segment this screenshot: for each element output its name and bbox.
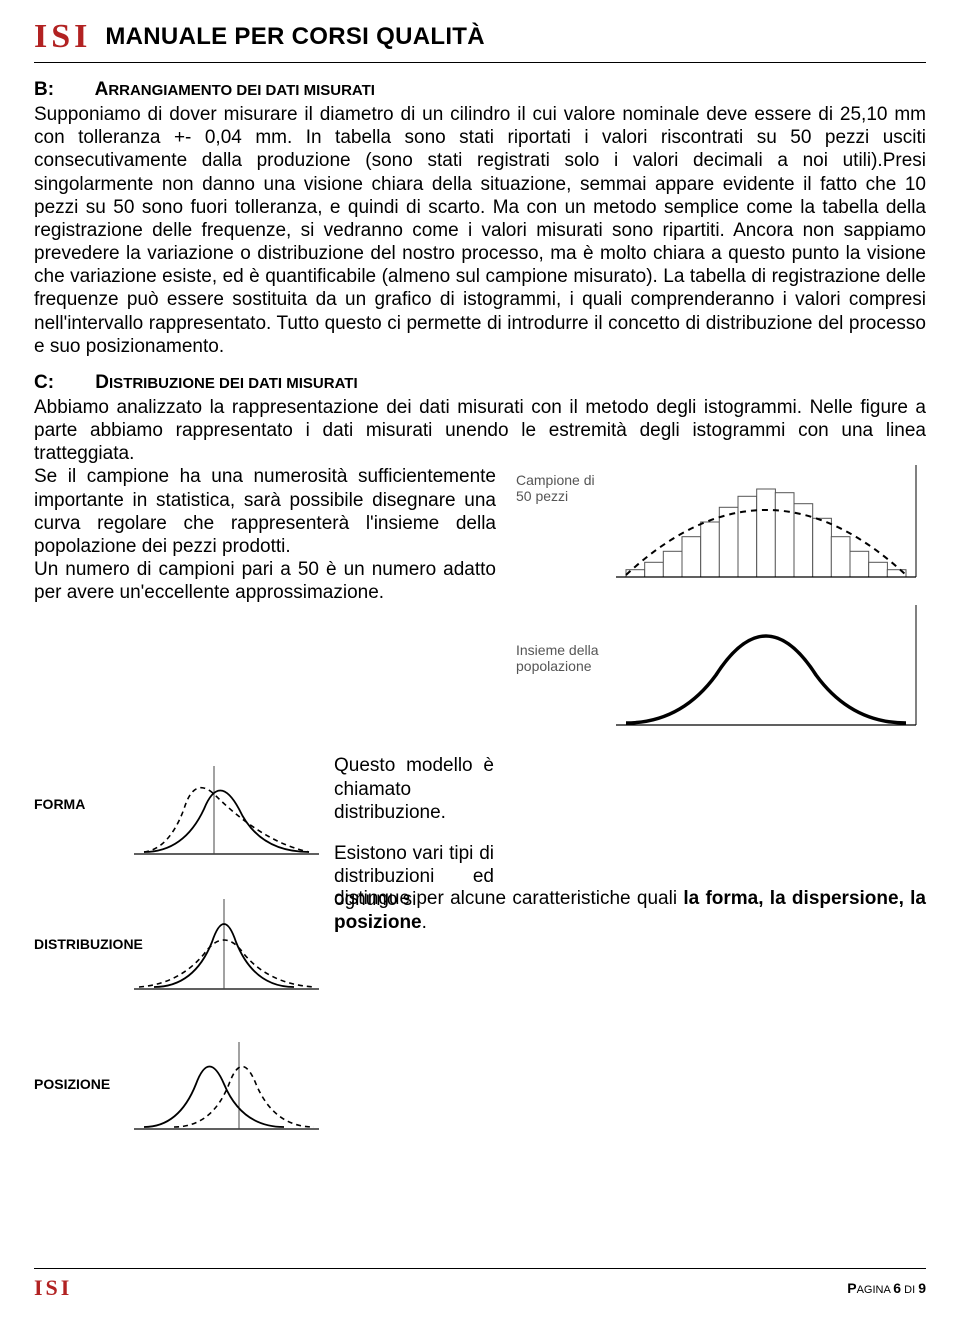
fig-label-top-2: 50 pezzi [516, 488, 568, 504]
population-curve [626, 636, 906, 723]
section-c-para1: Abbiamo analizzato la rappresentazione d… [34, 396, 926, 466]
page-total: 9 [918, 1280, 926, 1296]
header-rule [34, 62, 926, 63]
section-b-heading-lead: A [95, 79, 109, 100]
distribution-figure: Campione di 50 pezzi Insieme della popol… [506, 465, 926, 750]
histogram-bar [775, 493, 794, 577]
forma-curve-solid [144, 791, 309, 853]
run-on-end: . [422, 912, 427, 933]
section-b: B: ARRANGIAMENTO DEI DATI MISURATI Suppo… [34, 79, 926, 358]
section-b-label: B: [34, 79, 90, 101]
histogram-bar [757, 489, 776, 577]
mini-label-pos: POSIZIONE [34, 1076, 110, 1092]
section-c-heading-rest: ISTRIBUZIONE DEI DATI MISURATI [109, 375, 358, 392]
fig-label-bottom-2: popolazione [516, 658, 592, 674]
fig-label-bottom: Insieme della [516, 642, 599, 658]
lower-text-wrap: Questo modello è chiamato distribuzione.… [334, 754, 926, 933]
mid-text-1: Questo modello è chiamato distribuzione. [334, 754, 494, 824]
page-header: ISI MANUALE PER CORSI QUALITÀ [34, 18, 926, 56]
histogram-group [626, 489, 906, 577]
mini-figures-svg: FORMA DISTRIBUZIONE POSIZIONE [34, 754, 324, 1154]
histogram-bar [869, 563, 888, 578]
mini-label-distrib: DISTRIBUZIONE [34, 936, 143, 952]
page-current: 6 [893, 1280, 901, 1296]
section-c-heading-lead: D [95, 372, 109, 393]
histogram-bar [850, 552, 869, 578]
section-c-left2: Un numero di campioni pari a 50 è un num… [34, 559, 496, 603]
figure-row-1: Se il campione ha una numerosità suffici… [34, 465, 926, 750]
histogram-bar [813, 519, 832, 578]
footer-logo: ISI [34, 1275, 72, 1301]
histogram-bar [738, 497, 757, 578]
pos-curve-right [174, 1067, 314, 1128]
section-c: C: DISTRIBUZIONE DEI DATI MISURATI Abbia… [34, 372, 926, 1160]
histogram-bar [663, 552, 682, 578]
histogram-bar [645, 563, 664, 578]
distrib-curve-wide [139, 940, 314, 987]
histogram-bar [719, 508, 738, 578]
histogram-bar [682, 537, 701, 577]
mini-figures: FORMA DISTRIBUZIONE POSIZIONE [34, 754, 324, 1159]
mini-label-forma: FORMA [34, 796, 85, 812]
page-sep: DI [901, 1284, 918, 1296]
page-label-lead: P [847, 1280, 856, 1296]
fig-label-top: Campione di [516, 472, 595, 488]
document-title: MANUALE PER CORSI QUALITÀ [105, 23, 485, 51]
distribution-svg: Campione di 50 pezzi Insieme della popol… [506, 465, 926, 745]
histogram-bar [794, 504, 813, 577]
page-label-rest: AGINA [857, 1284, 894, 1296]
section-b-paragraph: Supponiamo di dover misurare il diametro… [34, 103, 926, 358]
histogram-bar [831, 537, 850, 577]
footer-rule [34, 1268, 926, 1269]
section-b-heading-rest: RRANGIAMENTO DEI DATI MISURATI [108, 82, 375, 99]
histogram-bar [701, 522, 720, 577]
lower-row: FORMA DISTRIBUZIONE POSIZIONE [34, 754, 926, 1159]
section-b-heading: B: ARRANGIAMENTO DEI DATI MISURATI [34, 79, 926, 101]
page-footer: ISI PAGINA 6 DI 9 [34, 1268, 926, 1301]
logo: ISI [34, 18, 91, 56]
run-on-plain: distingue per alcune caratteristiche qua… [334, 888, 683, 909]
section-c-label: C: [34, 372, 90, 394]
forma-curve-dashed [144, 788, 309, 852]
page-number: PAGINA 6 DI 9 [847, 1280, 926, 1296]
section-c-left-text: Se il campione ha una numerosità suffici… [34, 465, 496, 604]
section-c-heading: C: DISTRIBUZIONE DEI DATI MISURATI [34, 372, 926, 394]
section-c-left1: Se il campione ha una numerosità suffici… [34, 466, 496, 557]
